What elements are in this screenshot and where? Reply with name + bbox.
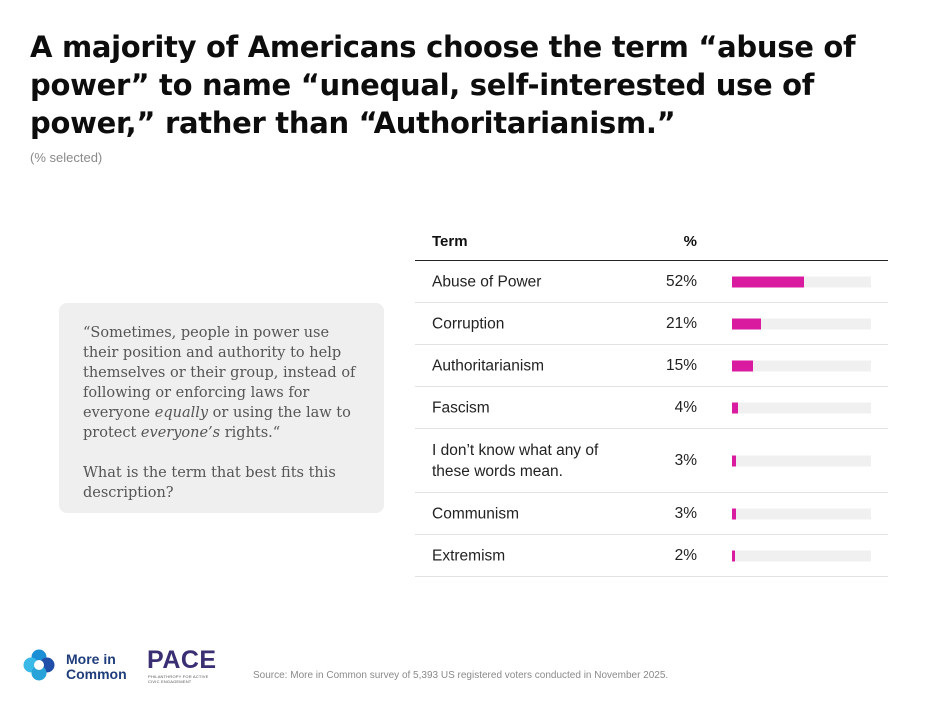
- table-row: Corruption 21%: [415, 303, 888, 345]
- source-note: Source: More in Common survey of 5,393 U…: [253, 670, 669, 681]
- table-row: Extremism 2%: [415, 535, 888, 577]
- question-prompt: What is the term that best fits this des…: [83, 465, 336, 501]
- question-text: “Sometimes, people in power use their po…: [83, 323, 362, 443]
- term-label: Abuse of Power: [432, 273, 542, 290]
- bar-track: [732, 360, 871, 371]
- table-row: Abuse of Power 52%: [415, 261, 888, 303]
- term-label: Fascism: [432, 399, 490, 416]
- percent-value: 4%: [674, 398, 697, 416]
- bar-track: [732, 402, 871, 413]
- term-label: Corruption: [432, 315, 505, 332]
- wordmark-line: Common: [66, 666, 127, 682]
- bar-fill: [732, 318, 762, 329]
- more-in-common-logo-icon: [23, 649, 55, 681]
- more-in-common-wordmark: More in Common: [66, 652, 127, 682]
- bar-fill: [732, 455, 737, 466]
- question-text-part: rights.“: [220, 425, 281, 441]
- bar-track: [732, 276, 871, 287]
- chart-title: A majority of Americans choose the term …: [30, 30, 856, 140]
- percent-value: 3%: [674, 504, 697, 522]
- bar-track: [732, 508, 871, 519]
- question-emphasis: everyone’s: [140, 425, 221, 441]
- bar-fill: [732, 402, 738, 413]
- percent-value: 2%: [674, 546, 697, 564]
- chart-subtitle: (% selected): [30, 150, 103, 165]
- table-row: Authoritarianism 15%: [415, 345, 888, 387]
- pace-logo: PACE PHILANTHROPY FOR ACTIVE CIVIC ENGAG…: [147, 646, 219, 686]
- term-label: Extremism: [432, 547, 506, 564]
- bar-track: [732, 550, 871, 561]
- column-header-term: Term: [432, 233, 468, 250]
- column-header-percent: %: [683, 233, 697, 250]
- wordmark-line: More in: [66, 651, 116, 667]
- percent-value: 3%: [674, 451, 697, 469]
- bar-fill: [732, 508, 737, 519]
- bar-track: [732, 318, 871, 329]
- bar-track: [732, 455, 871, 466]
- table-row: Communism 3%: [415, 493, 888, 535]
- term-label: Communism: [432, 505, 519, 522]
- percent-value: 52%: [665, 272, 697, 290]
- bar-fill: [732, 550, 735, 561]
- pace-tagline: PHILANTHROPY FOR ACTIVE CIVIC ENGAGEMENT: [148, 674, 209, 684]
- term-label: I don’t know what any of these words mea…: [432, 441, 599, 480]
- bar-fill: [732, 360, 753, 371]
- table-header: Term %: [415, 225, 888, 261]
- question-text-part: or using the law to protect: [83, 405, 351, 441]
- results-table: Term % Abuse of Power 52% Corruption 21% Aut…: [415, 225, 888, 577]
- percent-value: 15%: [665, 356, 697, 374]
- term-label: Authoritarianism: [432, 357, 544, 374]
- bar-fill: [732, 276, 805, 287]
- percent-value: 21%: [665, 314, 697, 332]
- table-body: Abuse of Power 52% Corruption 21% Authoritar…: [415, 261, 888, 577]
- question-emphasis: equally: [154, 405, 209, 421]
- question-text-part: “Sometimes, people in power use their po…: [83, 325, 356, 421]
- table-row: I don’t know what any of these words mea…: [415, 429, 888, 493]
- table-row: Fascism 4%: [415, 387, 888, 429]
- question-quote-box: “Sometimes, people in power use their po…: [59, 303, 384, 513]
- pace-wordmark: PACE: [147, 646, 217, 674]
